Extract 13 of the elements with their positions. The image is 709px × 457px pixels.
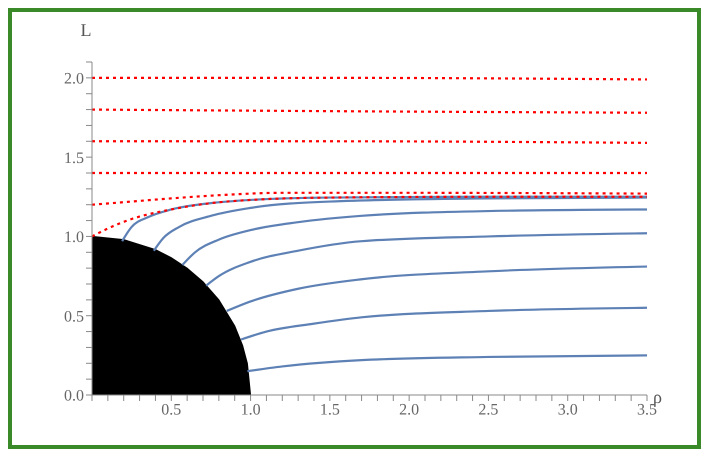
x-tick-label: 1.0 (240, 401, 261, 418)
x-axis-title: ρ (653, 387, 662, 408)
y-tick-label: 1.0 (64, 229, 84, 246)
x-tick-label: 1.5 (320, 401, 340, 418)
y-tick-label: 0.0 (64, 388, 84, 405)
x-tick-label: 0.5 (161, 401, 182, 418)
y-tick-label: 1.5 (64, 150, 84, 167)
x-tick-label: 3.0 (558, 401, 578, 418)
y-axis-title: L (80, 20, 92, 40)
x-tick-label: 2.0 (399, 401, 420, 418)
y-tick-label: 2.0 (64, 70, 84, 88)
y-tick-label: 0.5 (64, 308, 84, 326)
x-tick-label: 2.5 (478, 401, 498, 418)
